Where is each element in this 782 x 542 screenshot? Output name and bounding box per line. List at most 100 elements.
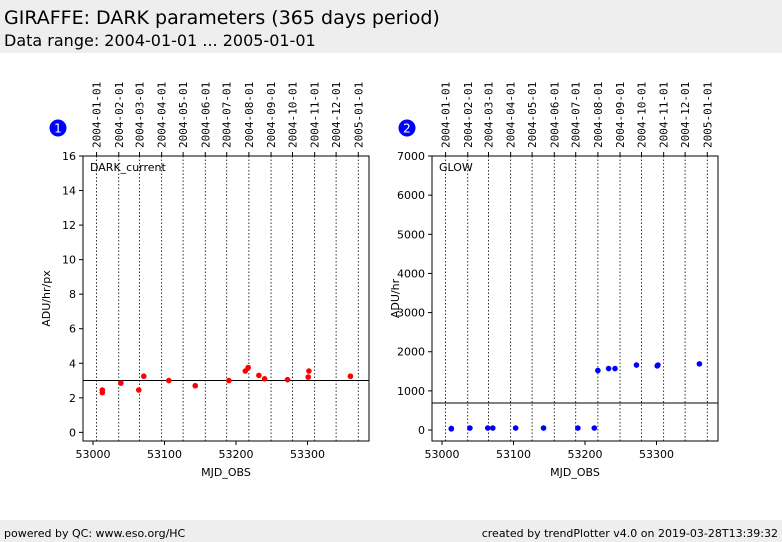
data-point (305, 374, 312, 380)
data-point (261, 376, 268, 382)
y-axis-label: ADU/hr (389, 278, 402, 318)
panel-label: GLOW (439, 161, 473, 174)
date-tick-label: 2004-10-01 (635, 82, 648, 148)
plot-frame (431, 155, 719, 442)
data-point (140, 373, 147, 380)
x-axis-label: MJD_OBS (201, 466, 251, 479)
y-tick-label: 14 (62, 185, 76, 198)
x-tick-label: 53300 (639, 448, 674, 461)
y-tick-label: 4000 (397, 267, 425, 280)
data-point (655, 362, 661, 368)
date-tick-label: 2004-11-01 (658, 82, 671, 148)
plot-frame (82, 155, 370, 442)
x-tick-label: 53000 (425, 448, 460, 461)
y-axis-label: ADU/hr/px (40, 270, 53, 327)
y-tick-label: 6 (69, 323, 76, 336)
data-point (284, 376, 291, 383)
x-tick-label: 53200 (219, 448, 254, 461)
data-point (575, 425, 581, 431)
x-tick-label: 53100 (496, 448, 531, 461)
footer: powered by QC: www.eso.org/HC created by… (0, 520, 782, 542)
y-tick-label: 2 (69, 392, 76, 405)
data-point (512, 425, 519, 431)
data-point (245, 364, 251, 371)
y-tick-label: 1000 (397, 385, 425, 398)
y-tick-label: 3000 (397, 307, 425, 320)
y-tick-label: 0 (69, 426, 76, 439)
data-point (448, 426, 455, 432)
data-point (192, 382, 199, 389)
y-tick-label: 7000 (397, 150, 425, 163)
data-point (612, 365, 618, 372)
date-tick-label: 2004-08-01 (592, 82, 605, 148)
footer-credit: powered by QC: www.eso.org/HC (4, 527, 186, 540)
data-point (347, 373, 354, 380)
data-point (118, 380, 124, 386)
date-tick-label: 2004-07-01 (221, 82, 234, 148)
plots-area: 2004-01-01 2004-02-01 2004-03-01 2004-04-01… (40, 82, 719, 479)
date-tick-label: 2004-10-01 (286, 82, 299, 148)
date-tick-label: 2004-05-01 (526, 82, 539, 148)
data-point (489, 425, 496, 431)
date-tick-label: 2004-05-01 (177, 82, 190, 148)
data-point (99, 389, 106, 396)
date-tick-label: 2004-12-01 (330, 82, 343, 148)
date-tick-label: 2004-08-01 (243, 82, 256, 148)
date-tick-label: 2004-09-01 (614, 82, 627, 148)
y-tick-label: 10 (62, 254, 76, 267)
data-point (540, 425, 547, 431)
x-tick-label: 53100 (147, 448, 182, 461)
date-tick-label: 2004-02-01 (113, 82, 126, 148)
date-tick-label: 2004-03-01 (133, 82, 146, 148)
date-tick-label: 2004-06-01 (548, 82, 561, 148)
panel-badge (49, 119, 67, 137)
y-tick-label: 8 (69, 288, 76, 301)
panel-badge-number: 1 (54, 122, 62, 136)
date-tick-label: 2004-01-01 (91, 82, 104, 148)
date-tick-label: 2004-01-01 (440, 82, 453, 148)
data-point (605, 365, 612, 372)
x-tick-label: 53000 (76, 448, 111, 461)
y-tick-label: 6000 (397, 189, 425, 202)
data-point (696, 361, 703, 367)
x-tick-label: 53200 (568, 448, 603, 461)
panel-label: DARK_current (90, 161, 167, 174)
date-tick-label: 2004-04-01 (505, 82, 518, 148)
panel-badge-number: 2 (403, 122, 411, 136)
data-point (306, 368, 312, 374)
data-point (591, 425, 598, 431)
x-axis-label: MJD_OBS (550, 466, 600, 479)
panel-badge (398, 119, 416, 137)
y-tick-label: 2000 (397, 346, 425, 359)
date-tick-label: 2004-04-01 (156, 82, 169, 148)
plot-dark-current: 2004-01-01 2004-02-01 2004-03-01 2004-04-01… (40, 82, 370, 479)
date-tick-label: 2005-01-01 (701, 82, 714, 148)
data-point (135, 387, 142, 393)
y-tick-label: 16 (62, 150, 76, 163)
data-point (595, 367, 601, 374)
page-title: GIRAFFE: DARK parameters (365 days perio… (4, 7, 440, 29)
data-point (633, 362, 640, 368)
data-point (226, 377, 232, 384)
data-point (256, 372, 262, 379)
date-tick-label: 2004-02-01 (462, 82, 475, 148)
footer-created: created by trendPlotter v4.0 on 2019-03-… (481, 527, 778, 540)
date-tick-label: 2004-12-01 (679, 82, 692, 148)
plot-glow: 2004-01-01 2004-02-01 2004-03-01 2004-04-01… (389, 82, 719, 479)
y-tick-label: 4 (69, 357, 76, 370)
page-subtitle: Data range: 2004-01-01 ... 2005-01-01 (4, 31, 316, 50)
data-point (484, 425, 491, 431)
y-tick-label: 12 (62, 219, 76, 232)
data-point (166, 377, 172, 384)
x-tick-label: 53300 (290, 448, 325, 461)
y-tick-label: 0 (418, 424, 425, 437)
date-tick-label: 2005-01-01 (352, 82, 365, 148)
data-point (467, 425, 473, 431)
y-tick-label: 5000 (397, 228, 425, 241)
date-tick-label: 2004-06-01 (199, 82, 212, 148)
date-tick-label: 2004-09-01 (265, 82, 278, 148)
date-tick-label: 2004-07-01 (570, 82, 583, 148)
date-tick-label: 2004-11-01 (309, 82, 322, 148)
date-tick-label: 2004-03-01 (482, 82, 495, 148)
header: GIRAFFE: DARK parameters (365 days perio… (0, 0, 782, 53)
